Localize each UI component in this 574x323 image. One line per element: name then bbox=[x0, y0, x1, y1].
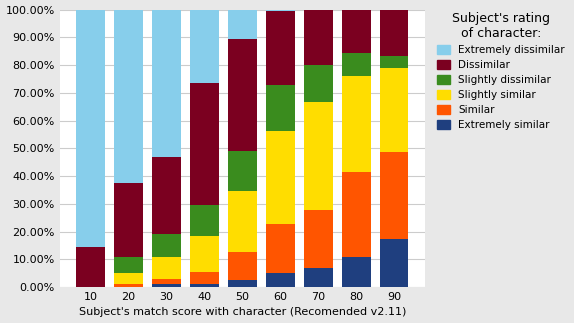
Bar bbox=[190, 284, 219, 287]
Bar bbox=[380, 68, 409, 152]
Bar bbox=[266, 273, 294, 287]
Bar bbox=[266, 131, 294, 224]
Bar bbox=[152, 279, 181, 284]
Bar bbox=[76, 247, 104, 287]
Bar bbox=[76, 10, 104, 247]
Bar bbox=[228, 280, 257, 287]
Bar bbox=[342, 257, 370, 287]
Bar bbox=[114, 256, 143, 273]
Bar bbox=[304, 65, 332, 102]
Bar bbox=[266, 10, 294, 11]
Bar bbox=[228, 151, 257, 191]
Bar bbox=[342, 53, 370, 76]
Bar bbox=[190, 10, 219, 83]
Bar bbox=[304, 10, 332, 65]
Bar bbox=[114, 284, 143, 287]
Bar bbox=[114, 273, 143, 284]
Bar bbox=[266, 11, 294, 85]
Bar bbox=[190, 236, 219, 272]
Bar bbox=[152, 10, 181, 157]
Bar bbox=[228, 191, 257, 252]
Bar bbox=[152, 234, 181, 256]
Bar bbox=[114, 183, 143, 256]
Bar bbox=[266, 224, 294, 273]
Legend: Extremely dissimilar, Dissimilar, Slightly dissimilar, Slightly similar, Similar: Extremely dissimilar, Dissimilar, Slight… bbox=[434, 9, 568, 133]
Bar bbox=[380, 239, 409, 287]
Bar bbox=[342, 10, 370, 53]
Bar bbox=[304, 268, 332, 287]
Bar bbox=[190, 83, 219, 205]
Bar bbox=[228, 252, 257, 280]
Bar bbox=[342, 76, 370, 172]
Bar bbox=[380, 56, 409, 68]
Bar bbox=[380, 10, 409, 56]
Bar bbox=[190, 205, 219, 236]
Bar bbox=[266, 85, 294, 131]
Bar bbox=[190, 272, 219, 284]
Bar bbox=[342, 172, 370, 257]
Bar bbox=[228, 10, 257, 39]
Bar bbox=[228, 39, 257, 151]
Bar bbox=[304, 210, 332, 268]
Bar bbox=[152, 157, 181, 234]
Bar bbox=[380, 152, 409, 239]
X-axis label: Subject's match score with character (Recomended v2.11): Subject's match score with character (Re… bbox=[79, 307, 406, 318]
Bar bbox=[152, 284, 181, 287]
Bar bbox=[304, 102, 332, 210]
Bar bbox=[114, 10, 143, 183]
Bar bbox=[152, 256, 181, 279]
